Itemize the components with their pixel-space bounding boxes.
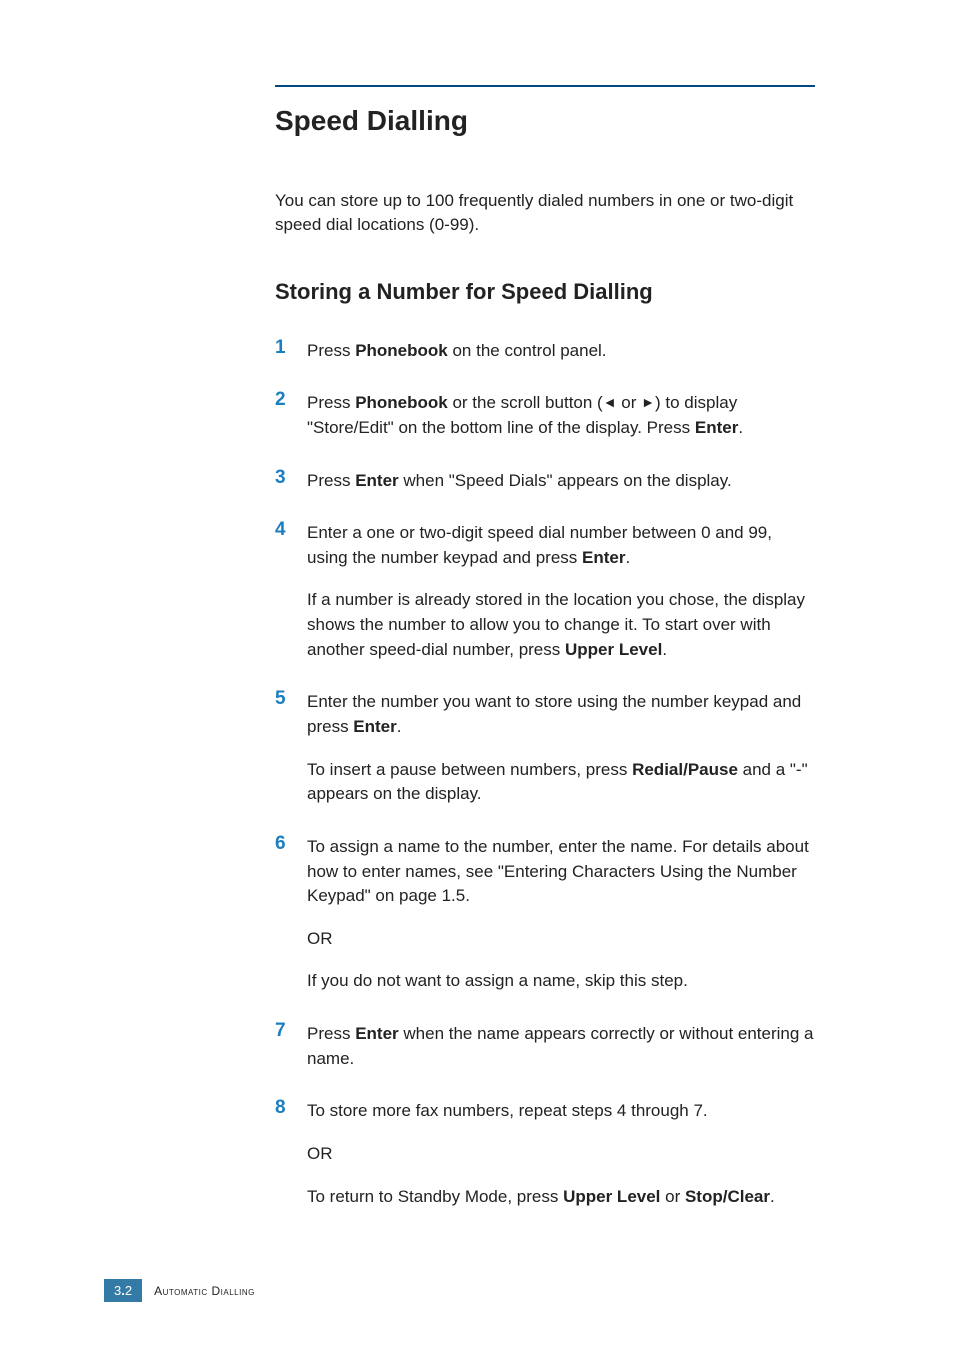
- text-run: when "Speed Dials" appears on the displa…: [399, 471, 732, 490]
- text-run: OR: [307, 929, 333, 948]
- text-run: Press: [307, 1024, 355, 1043]
- steps-list: 1Press Phonebook on the control panel.2P…: [275, 339, 815, 1210]
- step-paragraph: Enter the number you want to store using…: [307, 690, 815, 739]
- step-paragraph: Press Phonebook or the scroll button (◄ …: [307, 391, 815, 440]
- bold-term: Enter: [582, 548, 625, 567]
- step-paragraph: Press Phonebook on the control panel.: [307, 339, 815, 364]
- text-run: Press: [307, 341, 355, 360]
- step-item: 2 Press Phonebook or the scroll button (◄…: [275, 391, 815, 440]
- step-item: 7 Press Enter when the name appears corre…: [275, 1022, 815, 1071]
- step-paragraph: OR: [307, 1142, 815, 1167]
- page-heading: Speed Dialling: [275, 105, 815, 137]
- step-paragraph: To assign a name to the number, enter th…: [307, 835, 815, 909]
- step-body: Press Phonebook or the scroll button (◄ …: [307, 391, 815, 440]
- bold-term: Upper Level: [563, 1187, 660, 1206]
- step-body: Press Phonebook on the control panel.: [307, 339, 815, 364]
- bold-term: Upper Level: [565, 640, 662, 659]
- bold-term: Phonebook: [355, 393, 448, 412]
- text-run: Enter a one or two-digit speed dial numb…: [307, 523, 772, 567]
- step-paragraph: Enter a one or two-digit speed dial numb…: [307, 521, 815, 570]
- step-body: Press Enter when the name appears correc…: [307, 1022, 815, 1071]
- text-run: .: [662, 640, 667, 659]
- step-number: 7: [275, 1020, 286, 1042]
- step-paragraph: To insert a pause between numbers, press…: [307, 758, 815, 807]
- step-item: 1 Press Phonebook on the control panel.: [275, 339, 815, 364]
- step-paragraph: Press Enter when the name appears correc…: [307, 1022, 815, 1071]
- step-paragraph: If you do not want to assign a name, ski…: [307, 969, 815, 994]
- step-number: 4: [275, 519, 286, 541]
- text-run: To assign a name to the number, enter th…: [307, 837, 809, 905]
- text-run: .: [738, 418, 743, 437]
- section-heading: Storing a Number for Speed Dialling: [275, 279, 815, 305]
- step-paragraph: To return to Standby Mode, press Upper L…: [307, 1185, 815, 1210]
- step-number: 6: [275, 833, 286, 855]
- step-number: 8: [275, 1097, 286, 1119]
- step-item: 8 To store more fax numbers, repeat steps…: [275, 1099, 815, 1209]
- step-number: 5: [275, 688, 286, 710]
- bold-term: Phonebook: [355, 341, 448, 360]
- horizontal-rule: [275, 85, 815, 87]
- step-body: To store more fax numbers, repeat steps …: [307, 1099, 815, 1209]
- text-run: ►: [641, 394, 655, 410]
- step-number: 3: [275, 467, 286, 489]
- step-item: 3 Press Enter when "Speed Dials" appears …: [275, 469, 815, 494]
- text-run: .: [625, 548, 630, 567]
- page-number-badge: 3.2: [104, 1279, 142, 1302]
- text-run: To return to Standby Mode, press: [307, 1187, 563, 1206]
- step-paragraph: OR: [307, 927, 815, 952]
- step-item: 6 To assign a name to the number, enter t…: [275, 835, 815, 994]
- bold-term: Redial/Pause: [632, 760, 738, 779]
- step-paragraph: Press Enter when "Speed Dials" appears o…: [307, 469, 815, 494]
- text-run: OR: [307, 1144, 333, 1163]
- text-run: or: [660, 1187, 685, 1206]
- step-paragraph: To store more fax numbers, repeat steps …: [307, 1099, 815, 1124]
- page-number: 2: [125, 1283, 132, 1298]
- text-run: To insert a pause between numbers, press: [307, 760, 632, 779]
- step-paragraph: If a number is already stored in the loc…: [307, 588, 815, 662]
- step-body: To assign a name to the number, enter th…: [307, 835, 815, 994]
- text-run: Press: [307, 393, 355, 412]
- step-number: 1: [275, 337, 286, 359]
- text-run: or: [617, 393, 642, 412]
- text-run: .: [397, 717, 402, 736]
- text-run: Press: [307, 471, 355, 490]
- page-footer: 3.2 Automatic Dialling: [104, 1279, 255, 1302]
- bold-term: Stop/Clear: [685, 1187, 770, 1206]
- text-run: or the scroll button (: [448, 393, 603, 412]
- step-number: 2: [275, 389, 286, 411]
- text-run: .: [770, 1187, 775, 1206]
- bold-term: Enter: [353, 717, 396, 736]
- step-body: Press Enter when "Speed Dials" appears o…: [307, 469, 815, 494]
- text-run: To store more fax numbers, repeat steps …: [307, 1101, 708, 1120]
- step-item: 4 Enter a one or two-digit speed dial num…: [275, 521, 815, 662]
- step-body: Enter a one or two-digit speed dial numb…: [307, 521, 815, 662]
- bold-term: Enter: [695, 418, 738, 437]
- text-run: on the control panel.: [448, 341, 607, 360]
- bold-term: Enter: [355, 1024, 398, 1043]
- bold-term: Enter: [355, 471, 398, 490]
- step-body: Enter the number you want to store using…: [307, 690, 815, 807]
- text-run: If a number is already stored in the loc…: [307, 590, 805, 658]
- text-run: ◄: [603, 394, 617, 410]
- step-item: 5 Enter the number you want to store usin…: [275, 690, 815, 807]
- text-run: If you do not want to assign a name, ski…: [307, 971, 688, 990]
- footer-section-name: Automatic Dialling: [154, 1284, 255, 1298]
- intro-paragraph: You can store up to 100 frequently diale…: [275, 189, 815, 237]
- page-content: Speed Dialling You can store up to 100 f…: [275, 85, 815, 1237]
